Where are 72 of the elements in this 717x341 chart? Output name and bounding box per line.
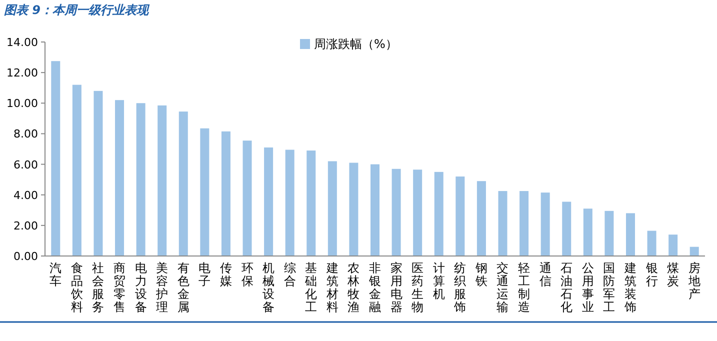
bar (221, 131, 230, 256)
bar (668, 234, 678, 256)
x-tick-label: 家用电器 (390, 261, 402, 314)
bar (349, 162, 358, 256)
x-tick-label: 煤炭 (667, 261, 680, 288)
bar (370, 164, 380, 256)
x-tick-label: 综合 (284, 261, 296, 288)
bar (476, 181, 486, 256)
bar (583, 208, 592, 256)
x-tick-label: 基础化工 (304, 261, 318, 314)
y-tick-label: 10.00 (6, 97, 38, 110)
y-tick-label: 0.00 (14, 250, 38, 263)
bar (242, 140, 252, 256)
x-tick-label: 环保 (241, 261, 254, 288)
bar (306, 150, 316, 256)
x-tick-label: 医药生物 (412, 261, 424, 314)
x-tick-label: 石油石化 (560, 261, 573, 314)
bar (392, 168, 401, 256)
bar (178, 112, 188, 256)
title: 图表 9：本周一级行业表现 (4, 3, 149, 17)
bar (72, 84, 82, 256)
bar (647, 230, 656, 256)
x-tick-label: 电子 (198, 261, 211, 288)
bar (285, 150, 294, 256)
bar (328, 161, 337, 256)
bar (158, 105, 167, 256)
y-tick-label: 6.00 (14, 158, 38, 172)
bar (200, 128, 210, 256)
x-tick-label: 农林牧渔 (346, 261, 360, 314)
x-tick-label: 传媒 (220, 261, 232, 288)
y-tick-label: 12.00 (6, 66, 38, 80)
x-tick-label: 银行 (644, 261, 658, 288)
x-tick-label: 建筑装饰 (623, 261, 636, 314)
x-tick-label: 计算机 (432, 261, 445, 301)
bar (264, 147, 274, 256)
bar (520, 191, 529, 256)
x-tick-label: 社会服务 (92, 261, 104, 314)
x-tick-label: 美容护理 (155, 261, 168, 314)
x-tick-label: 商贸零售 (114, 261, 126, 314)
bar (562, 202, 572, 256)
x-tick-label: 电力设备 (134, 261, 147, 314)
bar (413, 170, 422, 256)
x-tick-label: 钢铁 (474, 261, 488, 288)
bar (540, 192, 550, 256)
bar (604, 210, 614, 256)
y-tick-label: 8.00 (14, 128, 38, 141)
x-tick-label: 非银金融 (368, 261, 381, 314)
x-tick-label: 食品饮料 (70, 261, 83, 314)
bar (115, 100, 124, 256)
bar (498, 191, 508, 256)
x-tick-label: 通信 (539, 261, 552, 288)
bar (51, 61, 60, 256)
bar (456, 176, 465, 256)
y-tick-label: 14.00 (6, 36, 38, 49)
x-tick-label: 国防军工 (603, 261, 616, 314)
y-tick-label: 2.00 (14, 219, 38, 232)
x-tick-label: 机械设备 (262, 261, 275, 314)
x-tick-label: 有色金属 (177, 261, 190, 314)
bar (136, 103, 146, 256)
bar (94, 90, 103, 256)
x-tick-label: 交通运输 (496, 261, 509, 314)
legend: 周涨跌幅（%） (300, 37, 398, 51)
bar (690, 246, 699, 256)
x-tick-label: 纺织服饰 (453, 261, 466, 314)
x-tick-label: 轻工制造 (518, 261, 530, 314)
y-tick-label: 4.00 (14, 188, 38, 202)
x-tick-label: 房地产 (687, 261, 700, 301)
bar (626, 213, 635, 256)
bar (434, 172, 444, 256)
x-tick-label: 公用事业 (582, 261, 594, 314)
x-tick-label: 建筑材料 (325, 261, 338, 314)
x-tick-label: 汽车 (50, 261, 62, 288)
